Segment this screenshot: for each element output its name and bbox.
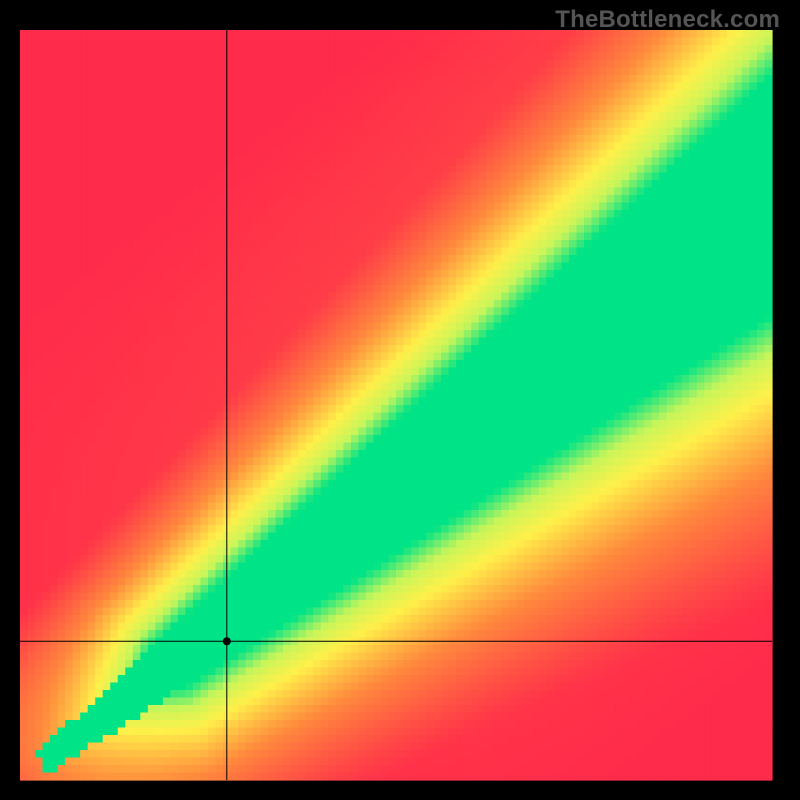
heatmap-cells bbox=[20, 30, 773, 781]
watermark-text: TheBottleneck.com bbox=[555, 6, 780, 34]
chart-container: { "watermark": { "text": "TheBottleneck.… bbox=[0, 0, 800, 800]
bottleneck-heatmap bbox=[0, 0, 800, 800]
crosshair-marker bbox=[223, 637, 231, 645]
